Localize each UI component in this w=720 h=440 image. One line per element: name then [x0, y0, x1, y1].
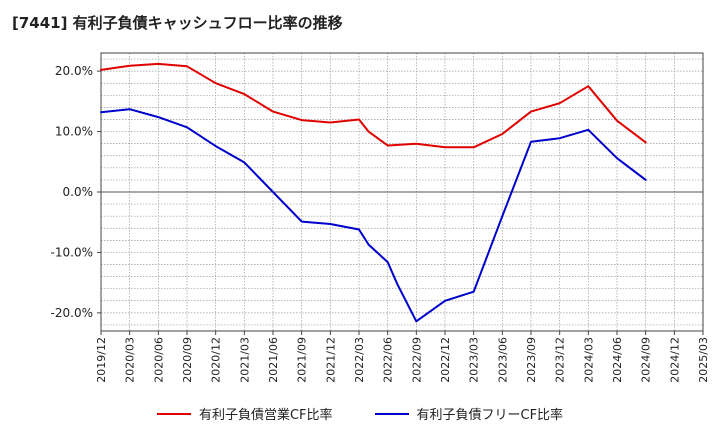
x-tick-label: 2024/12 — [668, 337, 681, 383]
x-tick-label: 2025/03 — [697, 337, 710, 383]
x-tick-label: 2020/09 — [181, 337, 194, 383]
legend-swatch-free-cf — [374, 412, 409, 415]
legend-item-operating-cf: 有利子負債営業CF比率 — [156, 404, 333, 423]
y-tick-label: -20.0% — [51, 306, 93, 320]
y-tick-label: 0.0% — [63, 185, 94, 199]
legend-label-operating-cf: 有利子負債営業CF比率 — [198, 408, 333, 423]
x-tick-label: 2022/06 — [382, 337, 395, 383]
legend: 有利子負債営業CF比率 有利子負債フリーCF比率 — [0, 404, 720, 423]
x-tick-label: 2022/09 — [410, 337, 423, 383]
x-tick-label: 2020/06 — [152, 337, 165, 383]
x-tick-label: 2024/09 — [640, 337, 653, 383]
x-tick-label: 2020/03 — [124, 337, 137, 383]
y-tick-label: 10.0% — [55, 125, 93, 139]
y-tick-label: 20.0% — [55, 64, 93, 78]
series-line-operating-cf — [100, 62, 647, 149]
x-tick-label: 2022/03 — [353, 337, 366, 383]
chart-title: [7441] 有利子負債キャッシュフロー比率の推移 — [12, 14, 343, 32]
y-tick-label: -10.0% — [51, 245, 93, 259]
x-tick-label: 2024/03 — [582, 337, 595, 383]
x-tick-label: 2020/12 — [210, 337, 223, 383]
legend-swatch-operating-cf — [156, 412, 191, 415]
x-tick-label: 2023/09 — [525, 337, 538, 383]
x-tick-label: 2023/06 — [496, 337, 509, 383]
x-tick-label: 2021/06 — [267, 337, 280, 383]
x-tick-label: 2023/12 — [554, 337, 567, 383]
x-tick-label: 2021/12 — [324, 337, 337, 383]
x-tick-label: 2022/12 — [439, 337, 452, 383]
x-tick-label: 2021/03 — [238, 337, 251, 383]
series-line-free-cf — [100, 108, 647, 323]
x-tick-label: 2023/03 — [468, 337, 481, 383]
x-tick-label: 2019/12 — [95, 337, 108, 383]
x-tick-label: 2024/06 — [611, 337, 624, 383]
legend-label-free-cf: 有利子負債フリーCF比率 — [416, 408, 564, 423]
legend-item-free-cf: 有利子負債フリーCF比率 — [374, 404, 564, 423]
x-tick-label: 2021/09 — [296, 337, 309, 383]
